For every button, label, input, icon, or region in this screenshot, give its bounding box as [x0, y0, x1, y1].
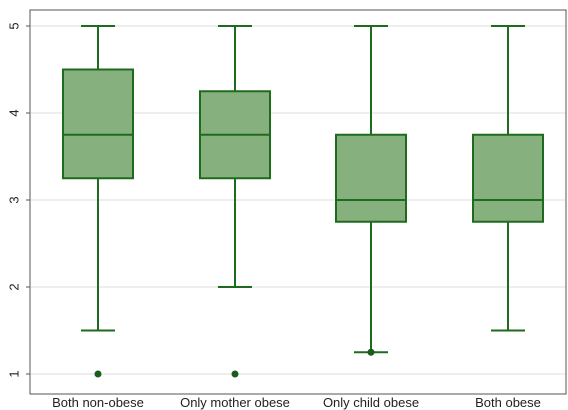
plot-frame [29, 9, 567, 395]
y-tick-label: 5 [7, 22, 22, 29]
x-category-label: Only mother obese [180, 395, 290, 410]
box-3 [335, 25, 407, 356]
x-category-label: Both non-obese [52, 395, 144, 410]
outlier-point [367, 348, 375, 356]
x-axis: Both non-obese Only mother obese Only chil… [52, 395, 541, 410]
box-1 [62, 25, 134, 378]
iqr-box [62, 68, 134, 180]
y-tick-label: 4 [7, 109, 22, 116]
outlier-point [231, 370, 239, 378]
y-axis: 1 2 3 4 5 [7, 22, 30, 378]
iqr-box [472, 133, 544, 223]
x-category-label: Only child obese [323, 395, 419, 410]
outlier-point [94, 370, 102, 378]
y-tick-label: 2 [7, 283, 22, 290]
y-tick-label: 1 [7, 370, 22, 377]
boxes [62, 25, 544, 378]
y-tick-label: 3 [7, 196, 22, 203]
x-category-label: Both obese [475, 395, 541, 410]
box-2 [199, 25, 271, 378]
box-4 [472, 25, 544, 332]
iqr-box [335, 133, 407, 223]
